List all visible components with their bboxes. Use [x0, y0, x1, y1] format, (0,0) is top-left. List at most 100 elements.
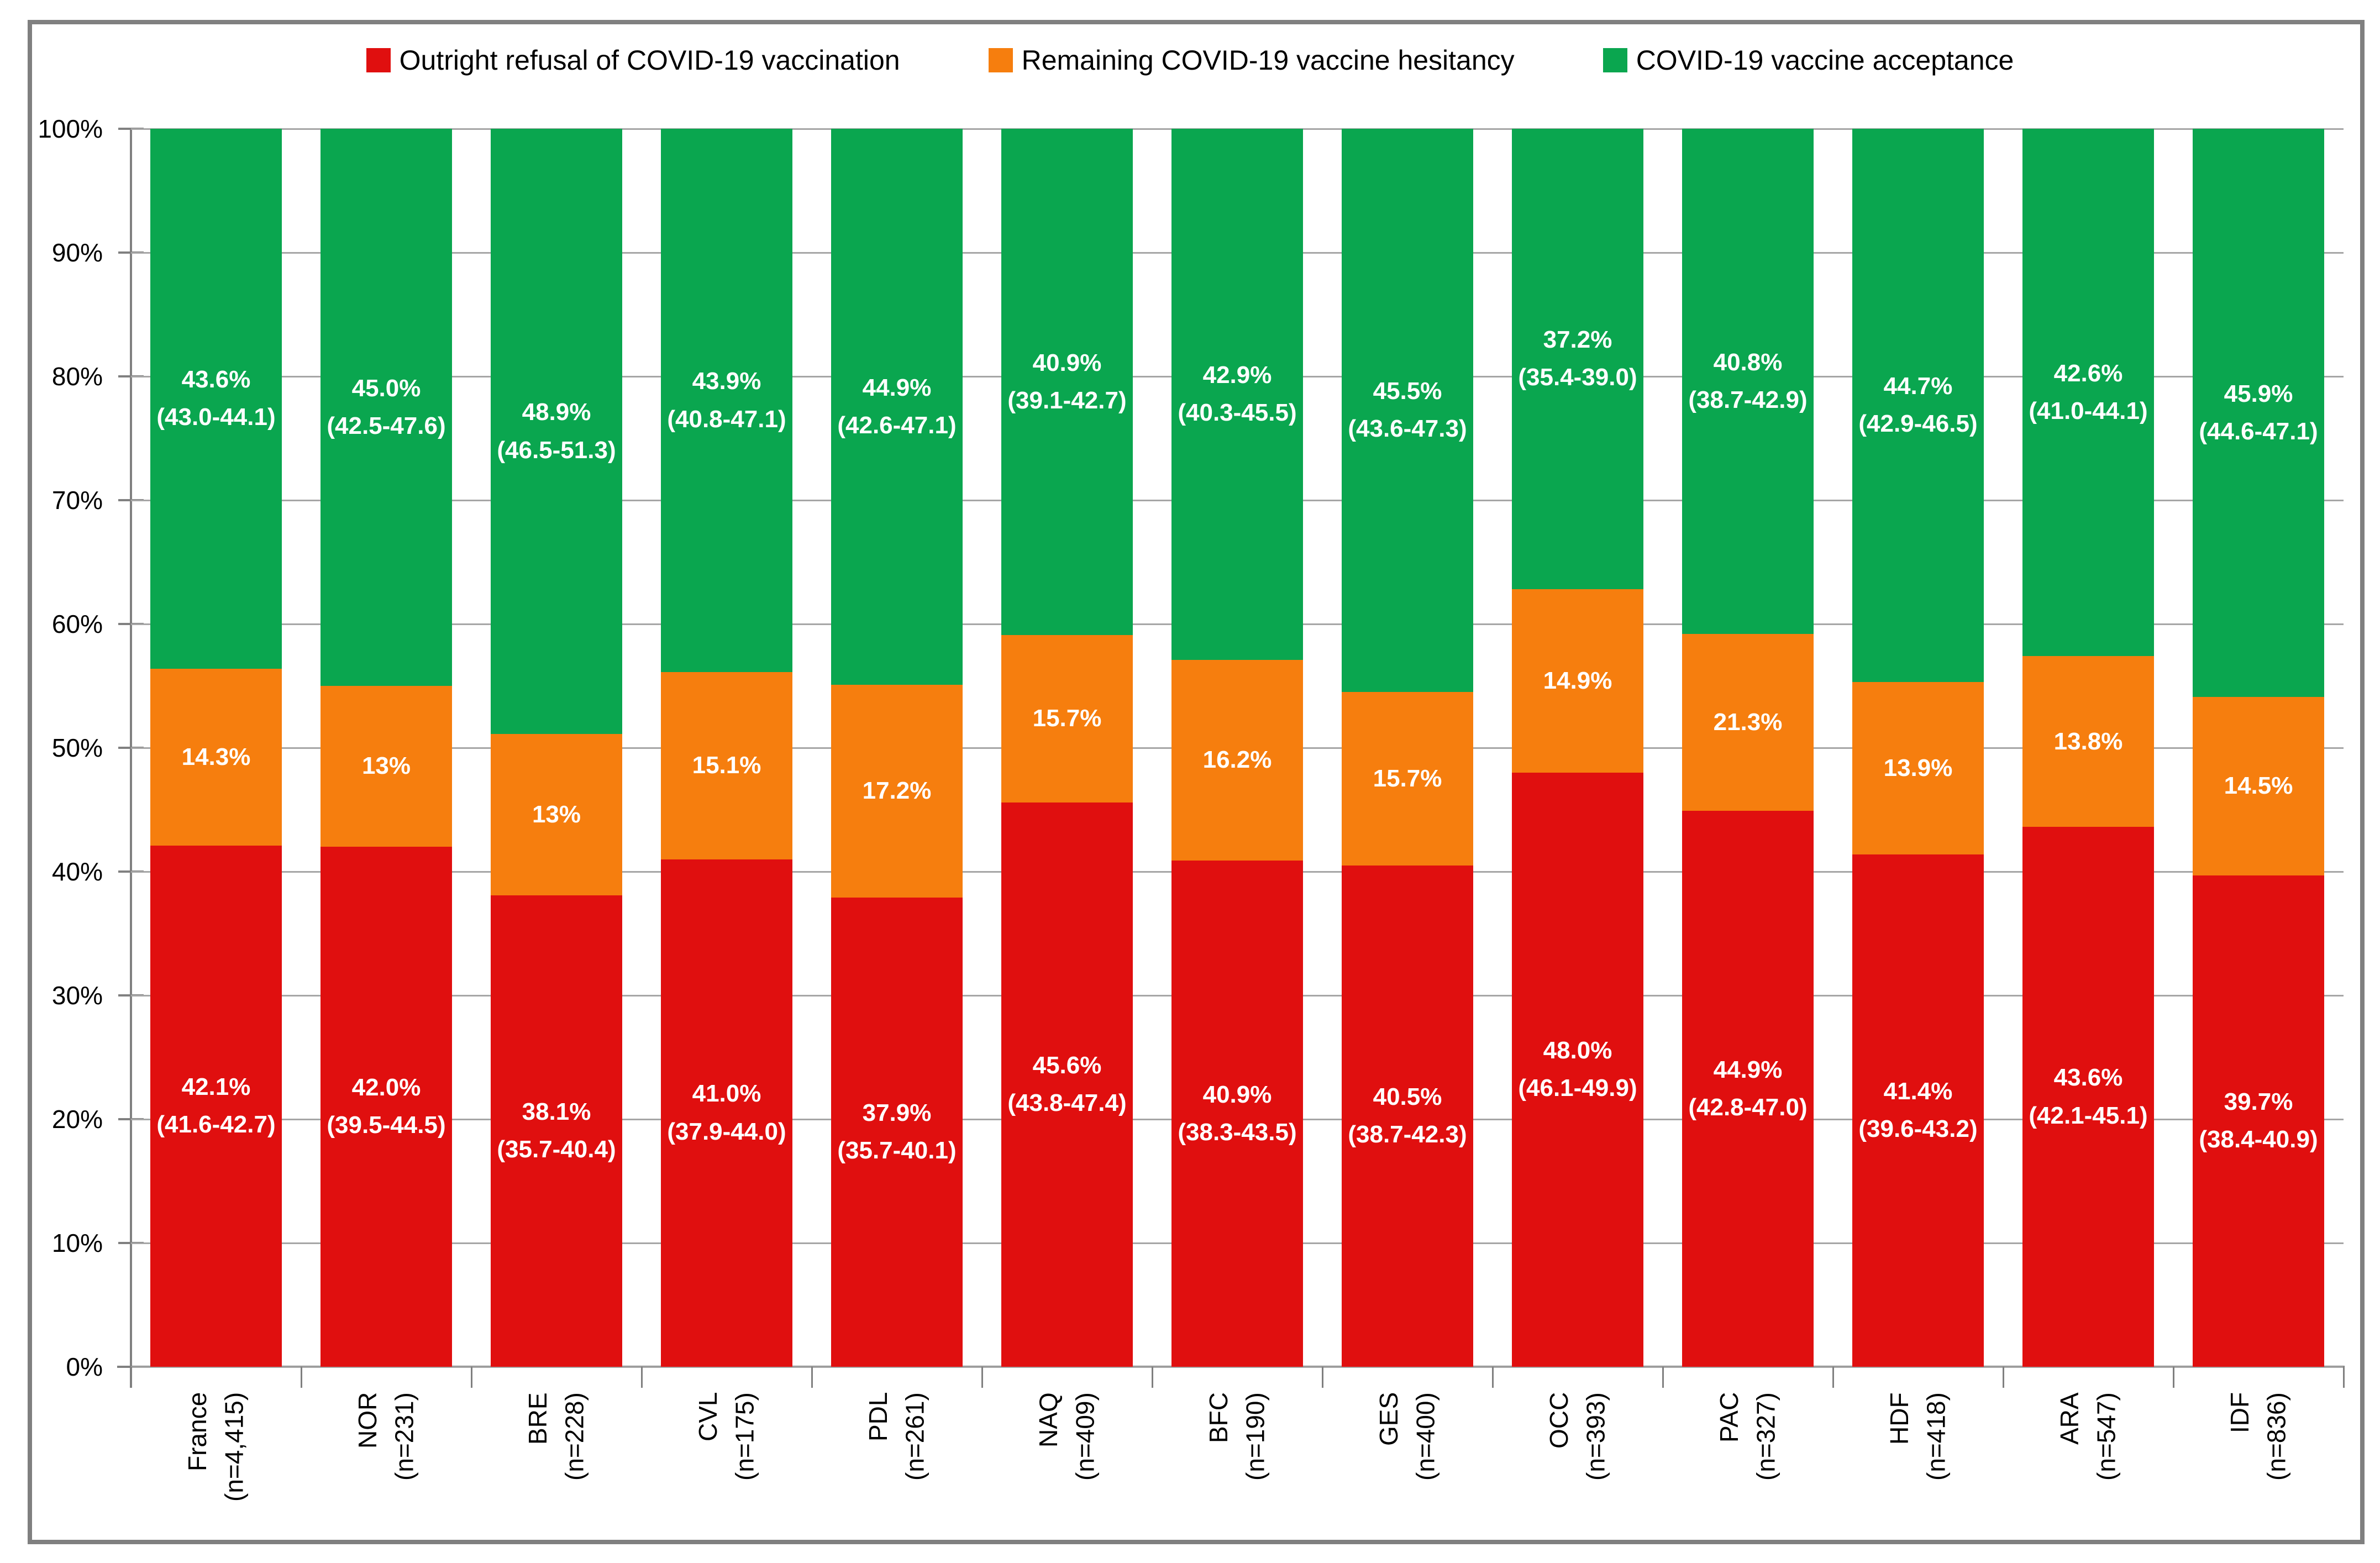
x-axis-label-region: France: [183, 1392, 212, 1472]
bar-label-line: (44.6-47.1): [2199, 418, 2318, 445]
bar-segment-hesitancy: [1342, 692, 1473, 866]
bar-label-line: 48.9%: [522, 398, 591, 426]
bar-label-refusal: 43.6% (42.1-45.1): [2001, 1060, 2174, 1135]
bar-label-line: 45.0%: [351, 374, 421, 402]
bar-label-line: (41.0-44.1): [2029, 397, 2148, 425]
bar-label-line: 41.0%: [692, 1080, 761, 1108]
x-axis-tick-7: [1321, 1367, 1323, 1388]
x-axis-label-n: (n=547): [2092, 1392, 2121, 1481]
bar-segment-acceptance: [150, 129, 282, 669]
x-axis-label-France: France (n=4,415): [131, 1392, 301, 1554]
x-axis-label-text: ARA (n=547): [2051, 1392, 2125, 1551]
legend-swatch-acceptance-icon: [1603, 48, 1627, 72]
x-axis-tick-2: [470, 1367, 472, 1388]
bar-label-refusal: 45.6% (43.8-47.4): [980, 1047, 1153, 1122]
bar-segment-refusal: [1512, 772, 1643, 1367]
bar-label-refusal: 42.0% (39.5-44.5): [300, 1069, 472, 1144]
x-axis-tick-12: [2172, 1367, 2174, 1388]
bar-segment-hesitancy: [661, 672, 792, 859]
x-axis-label-text: France (n=4,415): [179, 1392, 253, 1551]
bar-segment-refusal: [150, 845, 282, 1367]
bar-segment-hesitancy: [831, 684, 963, 898]
bar-segment-refusal: [491, 895, 622, 1367]
x-axis-label-text: HDF (n=418): [1881, 1392, 1955, 1551]
stacked-bar-BRE: 38.1% (35.7-40.4) 13% 48.9% (46.5-51.3): [491, 129, 622, 1367]
bar-segment-acceptance: [1852, 129, 1984, 683]
x-axis-label-n: (n=261): [901, 1392, 929, 1481]
x-axis-tick-0: [130, 1367, 132, 1388]
bar-label-line: 42.1%: [181, 1073, 251, 1101]
x-axis-label-region: IDF: [2225, 1392, 2255, 1434]
bar-label-refusal: 39.7% (38.4-40.9): [2172, 1083, 2345, 1158]
x-axis-label-region: HDF: [1885, 1392, 1914, 1445]
x-axis-label-text: NOR (n=231): [349, 1392, 423, 1551]
bar-segment-refusal: [1852, 854, 1984, 1367]
bar-label-line: 15.7%: [1032, 705, 1102, 732]
bar-label-line: 43.6%: [181, 366, 251, 394]
bar-segment-refusal: [2193, 875, 2324, 1367]
x-axis-label-text: IDF (n=836): [2221, 1392, 2295, 1551]
bar-label-line: 44.9%: [1713, 1056, 1783, 1083]
bar-segment-acceptance: [1001, 129, 1133, 636]
bar-segment-refusal: [1682, 811, 1814, 1367]
bar-column-BFC: 40.9% (38.3-43.5) 16.2% 42.9% (40.3-45.5): [1152, 129, 1322, 1367]
x-axis-label-n: (n=190): [1241, 1392, 1270, 1481]
bar-segment-hesitancy: [491, 734, 622, 895]
y-axis-label-10: 10%: [51, 1229, 103, 1257]
bar-label-acceptance: 44.9% (42.6-47.1): [810, 369, 983, 444]
bar-segment-hesitancy: [321, 686, 452, 847]
x-axis-label-n: (n=231): [390, 1392, 419, 1481]
bar-label-line: (42.8-47.0): [1688, 1094, 1808, 1121]
x-axis-label-region: ARA: [2055, 1392, 2084, 1445]
x-axis-label-n: (n=409): [1071, 1392, 1100, 1481]
bar-label-acceptance: 45.0% (42.5-47.6): [300, 370, 472, 445]
x-axis-label-region: OCC: [1544, 1392, 1574, 1449]
x-axis-label-n: (n=327): [1752, 1392, 1780, 1481]
bar-segment-refusal: [2022, 827, 2154, 1367]
bar-label-line: 21.3%: [1713, 709, 1783, 736]
stacked-bar-PDL: 37.9% (35.7-40.1) 17.2% 44.9% (42.6-47.1): [831, 129, 963, 1367]
y-axis-label-90: 90%: [51, 238, 103, 267]
bar-segment-acceptance: [2022, 129, 2154, 657]
x-axis-label-text: CVL (n=175): [690, 1392, 763, 1551]
x-axis-label-text: BRE (n=228): [519, 1392, 593, 1551]
bar-label-hesitancy: 15.7%: [1321, 760, 1494, 798]
x-axis-tick-11: [2002, 1367, 2004, 1388]
x-axis-label-text: GES (n=400): [1370, 1392, 1444, 1551]
bar-label-line: 13.9%: [1883, 754, 1953, 782]
bar-segment-hesitancy: [1171, 659, 1303, 861]
bar-label-refusal: 41.4% (39.6-43.2): [1831, 1073, 2004, 1148]
bar-segment-acceptance: [1171, 129, 1303, 660]
legend-swatch-hesitancy-icon: [988, 48, 1013, 72]
bar-label-line: 17.2%: [862, 777, 932, 805]
bar-label-line: (43.6-47.3): [1348, 415, 1467, 443]
stacked-bar-OCC: 48.0% (46.1-49.9) 14.9% 37.2% (35.4-39.0): [1512, 129, 1643, 1367]
x-axis-label-region: CVL: [693, 1392, 723, 1442]
bar-label-line: 39.7%: [2224, 1088, 2293, 1116]
y-axis-label-80: 80%: [51, 362, 103, 391]
bar-label-acceptance: 45.5% (43.6-47.3): [1321, 373, 1494, 448]
bar-label-acceptance: 42.6% (41.0-44.1): [2001, 355, 2174, 430]
bar-label-line: 15.1%: [692, 752, 761, 779]
x-axis-label-region: NOR: [353, 1392, 382, 1449]
bar-label-line: (42.5-47.6): [327, 412, 446, 439]
stacked-bar-PAC: 44.9% (42.8-47.0) 21.3% 40.8% (38.7-42.9): [1682, 129, 1814, 1367]
y-axis-label-20: 20%: [51, 1105, 103, 1134]
y-axis-label-40: 40%: [51, 857, 103, 886]
y-axis-label-100: 100%: [38, 114, 103, 143]
bar-label-line: 14.3%: [181, 743, 251, 770]
legend: Outright refusal of COVID-19 vaccination…: [0, 46, 2380, 74]
bar-column-PDL: 37.9% (35.7-40.1) 17.2% 44.9% (42.6-47.1): [812, 129, 982, 1367]
x-axis-label-n: (n=836): [2262, 1392, 2291, 1481]
bar-label-hesitancy: 14.3%: [129, 738, 302, 776]
x-axis-label-PAC: PAC (n=327): [1663, 1392, 1833, 1554]
bar-label-line: 38.1%: [522, 1098, 591, 1126]
bar-segment-hesitancy: [2022, 656, 2154, 827]
bar-label-acceptance: 43.9% (40.8-47.1): [640, 363, 813, 438]
bar-label-line: 44.9%: [862, 374, 932, 401]
bar-label-acceptance: 37.2% (35.4-39.0): [1491, 321, 1664, 396]
bar-label-hesitancy: 13%: [300, 748, 472, 785]
bar-label-refusal: 40.9% (38.3-43.5): [1150, 1076, 1323, 1151]
bar-label-refusal: 48.0% (46.1-49.9): [1491, 1032, 1664, 1107]
bar-label-line: (40.8-47.1): [667, 405, 786, 433]
